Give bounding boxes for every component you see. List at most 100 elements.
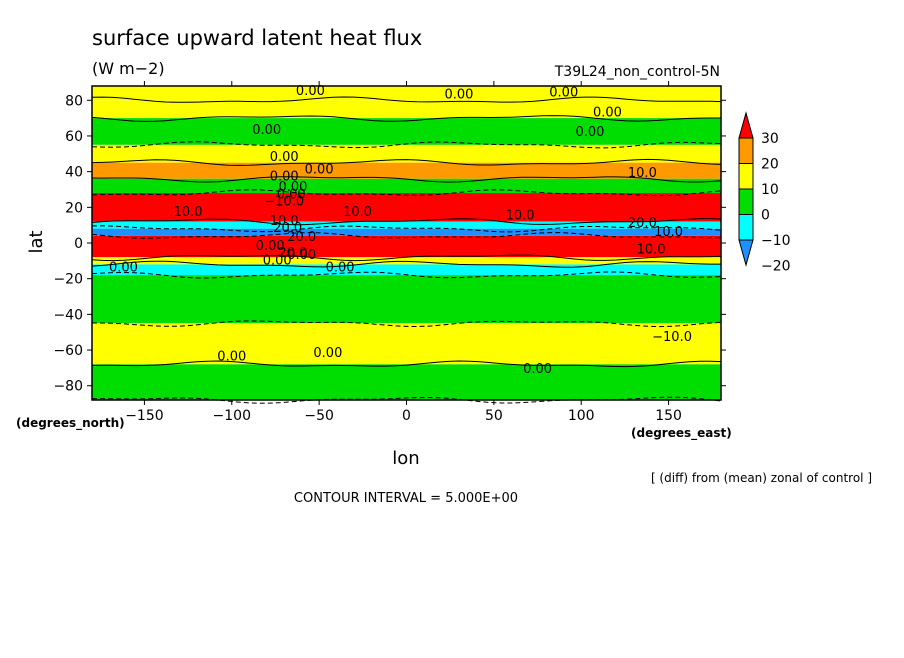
field-band-9 [92, 235, 721, 258]
y-tick-label-7: −60 [53, 343, 83, 359]
field-band-2 [92, 118, 721, 145]
field-band-12 [92, 275, 721, 324]
y-tick-label-0: 80 [65, 93, 83, 109]
contour-label-17: 20.0 [278, 246, 307, 261]
x-tick-label-6: 150 [655, 408, 682, 424]
colorbar-label-5: 30 [761, 131, 779, 147]
contour-label-7: 0.00 [270, 169, 299, 184]
field-band-1 [92, 100, 721, 119]
contour-label-14: 10.0 [270, 214, 299, 229]
contour-line-0 [91, 96, 722, 103]
contour-label-16: 20.0 [287, 230, 316, 245]
colorbar-label-0: −20 [761, 259, 791, 275]
y-tick-label-3: 20 [65, 200, 83, 216]
contour-label-25: 0.00 [523, 362, 552, 377]
x-tick-label-4: 50 [485, 408, 503, 424]
field-band-3 [92, 144, 721, 163]
contour-label-24: 0.00 [313, 346, 342, 361]
contour-label-15: 20.0 [273, 221, 302, 236]
contour-label-22: 0.00 [326, 260, 355, 275]
colorbar: −20 −10 0 10 20 30 [738, 111, 791, 275]
contour-label-29: 0.00 [256, 239, 285, 254]
colorbar-label-1: −10 [761, 233, 791, 249]
contour-label-26: −10.0 [652, 330, 692, 345]
colorbar-swatch-3 [738, 163, 754, 190]
contour-line-1 [91, 115, 721, 122]
plot-area [92, 86, 721, 400]
contour-label-27: −10.0 [264, 194, 304, 209]
contour-lines [91, 96, 722, 404]
y-tick-label-4: 0 [74, 236, 83, 252]
colorbar-swatch-1 [738, 214, 754, 241]
contour-label-1: 0.00 [444, 87, 473, 102]
contour-line-11 [91, 271, 722, 279]
contour-line-9 [91, 254, 722, 262]
y-tick-label-6: −40 [53, 307, 83, 323]
contour-label-10: 10.0 [628, 166, 657, 181]
field-band-4 [92, 162, 721, 179]
contour-label-28: 0.00 [277, 187, 306, 202]
contour-label-0: 0.00 [296, 84, 325, 99]
contour-label-12: 10.0 [343, 205, 372, 220]
colorbar-top-arrow [738, 111, 754, 139]
field-band-7 [92, 221, 721, 229]
run-label: T39L24_non_control-5N [554, 64, 720, 80]
y-axis: 80 60 40 20 0 −20 −40 −60 −80 [53, 93, 726, 395]
field-band-8 [92, 228, 721, 236]
contour-label-8: 0.00 [278, 180, 307, 195]
contour-interval: CONTOUR INTERVAL = 5.000E+00 [294, 491, 518, 506]
contour-line-3 [91, 158, 722, 166]
contour-label-4: 0.00 [252, 123, 281, 138]
x-unit-label: (degrees_east) [631, 426, 732, 441]
contour-labels: 0.00 0.00 0.000.000.00 0.000.000.000.000.00… [109, 84, 692, 377]
contour-line-5 [91, 189, 722, 197]
y-axis-title: lat [26, 230, 47, 253]
contour-label-20: 10.0 [637, 243, 666, 258]
contour-label-23: 0.00 [217, 350, 246, 365]
contour-line-2 [91, 141, 722, 149]
x-tick-label-0: −150 [125, 408, 163, 424]
y-tick-label-1: 60 [65, 129, 83, 145]
contour-label-6: 0.00 [270, 150, 299, 165]
contour-line-7 [91, 225, 722, 233]
field-band-6 [92, 193, 721, 222]
chart-title: surface upward latent heat flux [92, 26, 422, 50]
x-tick-label-2: −50 [304, 408, 334, 424]
colorbar-label-2: 0 [761, 208, 770, 224]
contour-label-2: 0.00 [549, 86, 578, 101]
field-band-10 [92, 257, 721, 265]
contour-line-8 [91, 232, 721, 239]
contour-label-5: 0.00 [575, 125, 604, 140]
y-unit-label: (degrees_north) [16, 416, 125, 431]
chart-units: (W m−2) [92, 59, 165, 78]
colorbar-label-4: 20 [761, 157, 779, 173]
field-band-11 [92, 264, 721, 276]
x-tick-label-5: 100 [568, 408, 595, 424]
contour-label-3: 0.00 [593, 105, 622, 120]
contour-line-12 [91, 320, 722, 328]
colorbar-bottom-arrow [738, 239, 754, 267]
y-tick-label-5: −20 [53, 272, 83, 288]
contour-label-11: 10.0 [174, 205, 203, 220]
field-band-13 [92, 323, 721, 365]
contour-line-13 [91, 360, 722, 368]
footnote: [ (diff) from (mean) zonal of control ] [651, 471, 872, 485]
field-band-14 [92, 364, 721, 400]
contour-label-30: 0.00 [263, 253, 292, 268]
contour-line-4 [91, 176, 722, 183]
colorbar-label-3: 10 [761, 182, 779, 198]
y-tick-label-8: −80 [53, 379, 83, 395]
contour-line-10 [91, 260, 721, 268]
x-tick-label-1: −100 [213, 408, 251, 424]
contour-label-18: 20.0 [628, 216, 657, 231]
x-axis-title: lon [392, 448, 419, 469]
contour-label-13: 10.0 [506, 209, 535, 224]
contour-label-21: 0.00 [109, 260, 138, 275]
field-band-5 [92, 178, 721, 194]
colorbar-swatch-2 [738, 188, 754, 215]
contour-label-19: 10.0 [654, 225, 683, 240]
x-tick-label-3: 0 [402, 408, 411, 424]
y-tick-label-2: 40 [65, 165, 83, 181]
